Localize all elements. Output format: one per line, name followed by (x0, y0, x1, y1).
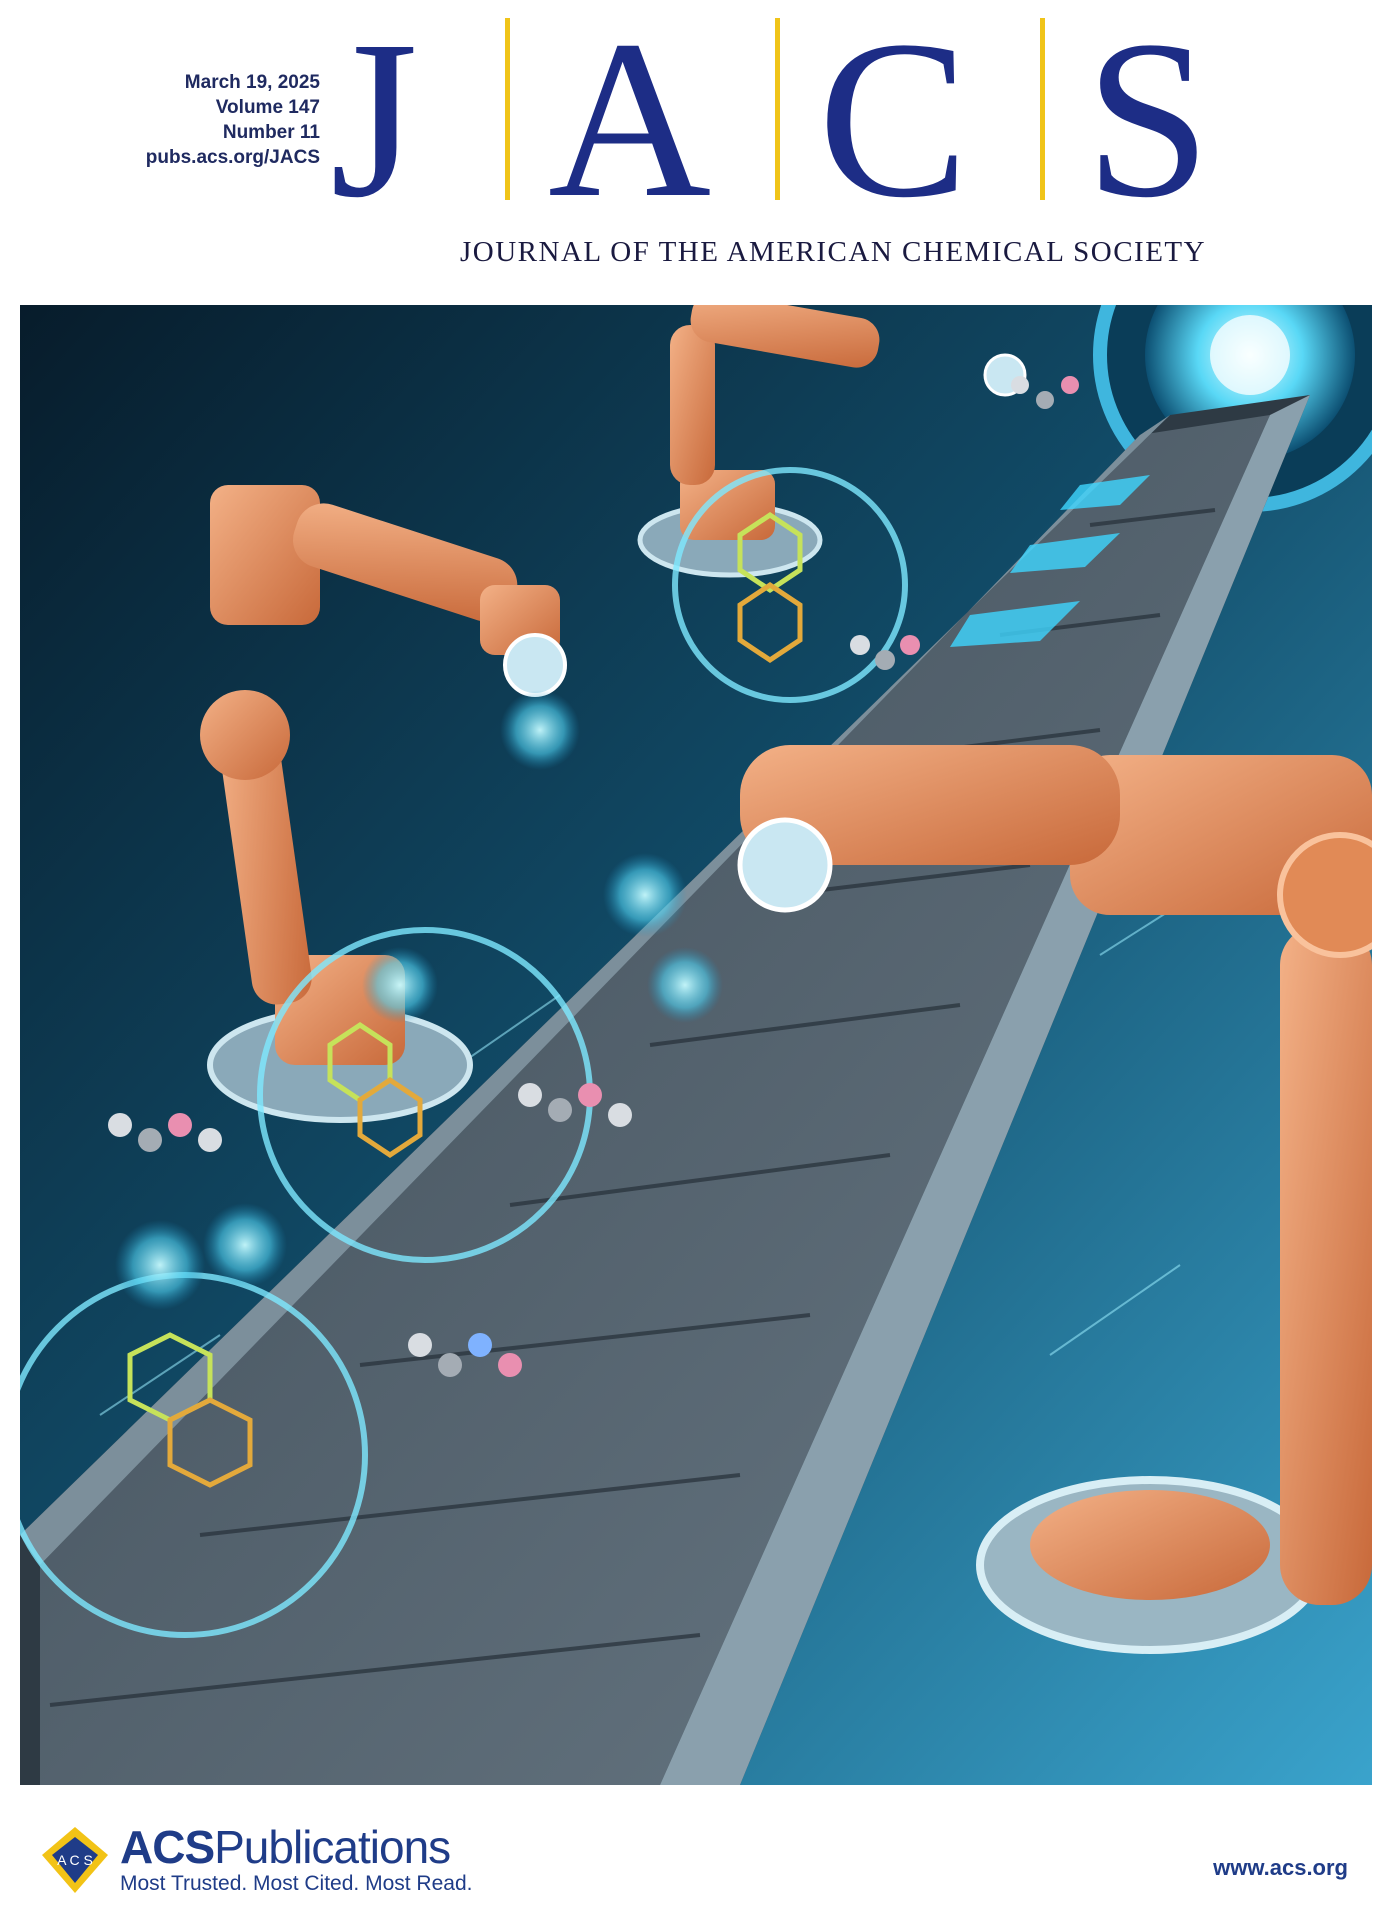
publisher-tagline: Most Trusted. Most Cited. Most Read. (120, 1872, 472, 1896)
publisher-prefix: ACS (120, 1821, 214, 1873)
cover-illustration (20, 305, 1372, 1785)
issue-number: Number 11 (120, 120, 320, 145)
issue-info: March 19, 2025 Volume 147 Number 11 pubs… (120, 70, 320, 170)
robot-assembly-line-molecules-illustration (20, 305, 1372, 1785)
masthead-divider (1040, 18, 1045, 200)
publisher-name: ACSPublications (120, 1820, 450, 1874)
journal-full-name: JOURNAL OF THE AMERICAN CHEMICAL SOCIETY (460, 236, 1206, 269)
masthead-letter-s: S (1085, 6, 1211, 232)
masthead-divider (775, 18, 780, 200)
issue-date: March 19, 2025 (120, 70, 320, 95)
journal-url: pubs.acs.org/JACS (120, 145, 320, 170)
svg-text:A C S: A C S (57, 1852, 93, 1868)
publisher-website-link[interactable]: www.acs.org (1213, 1855, 1348, 1881)
masthead-divider (505, 18, 510, 200)
issue-volume: Volume 147 (120, 95, 320, 120)
masthead-letter-a: A (548, 6, 711, 232)
publisher-suffix: Publications (214, 1821, 450, 1873)
masthead-letter-j: J (330, 6, 418, 232)
acs-shield-logo-icon: A C S (40, 1825, 110, 1895)
acs-publications-logo[interactable]: A C S ACSPublications Most Trusted. Most… (40, 1820, 460, 1900)
masthead-letter-c: C (818, 6, 969, 232)
